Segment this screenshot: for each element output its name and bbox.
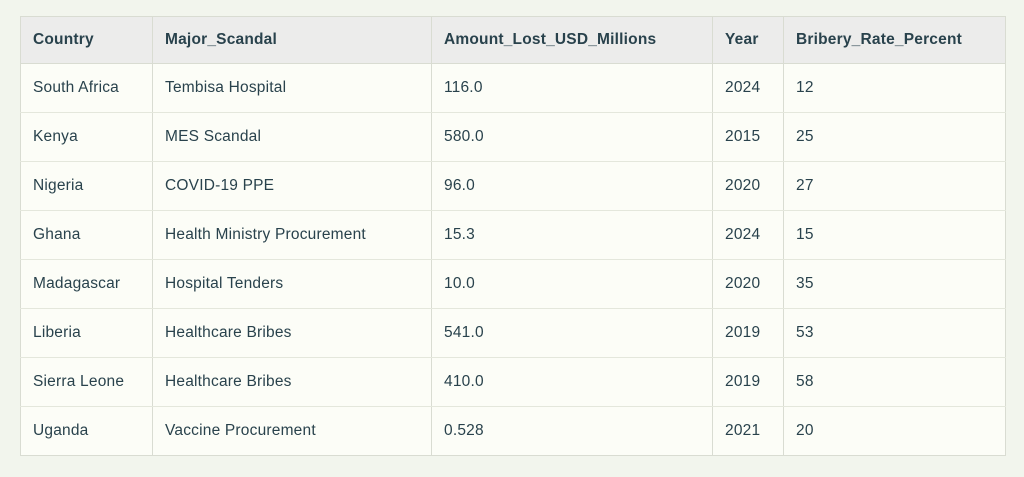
column-header-amount-lost-usd-millions: Amount_Lost_USD_Millions [431,16,713,64]
table-row: Uganda Vaccine Procurement 0.528 2021 20 [20,406,1006,456]
cell-amount-lost: 116.0 [431,63,713,113]
cell-country: Liberia [20,308,153,358]
cell-country: Sierra Leone [20,357,153,407]
table-row: Liberia Healthcare Bribes 541.0 2019 53 [20,308,1006,358]
cell-amount-lost: 10.0 [431,259,713,309]
table-row: Nigeria COVID-19 PPE 96.0 2020 27 [20,161,1006,211]
cell-bribery-rate: 35 [783,259,1006,309]
cell-amount-lost: 0.528 [431,406,713,456]
table-row: Sierra Leone Healthcare Bribes 410.0 201… [20,357,1006,407]
cell-major-scandal: Healthcare Bribes [152,308,432,358]
cell-year: 2021 [712,406,784,456]
cell-country: Kenya [20,112,153,162]
cell-amount-lost: 96.0 [431,161,713,211]
cell-amount-lost: 410.0 [431,357,713,407]
cell-year: 2024 [712,63,784,113]
table-row: South Africa Tembisa Hospital 116.0 2024… [20,63,1006,113]
column-header-country: Country [20,16,153,64]
cell-major-scandal: Healthcare Bribes [152,357,432,407]
cell-year: 2015 [712,112,784,162]
cell-country: South Africa [20,63,153,113]
cell-country: Ghana [20,210,153,260]
cell-country: Madagascar [20,259,153,309]
cell-major-scandal: Hospital Tenders [152,259,432,309]
cell-amount-lost: 580.0 [431,112,713,162]
cell-bribery-rate: 25 [783,112,1006,162]
table-row: Ghana Health Ministry Procurement 15.3 2… [20,210,1006,260]
cell-major-scandal: COVID-19 PPE [152,161,432,211]
cell-major-scandal: MES Scandal [152,112,432,162]
cell-amount-lost: 15.3 [431,210,713,260]
cell-bribery-rate: 20 [783,406,1006,456]
cell-country: Nigeria [20,161,153,211]
table-row: Kenya MES Scandal 580.0 2015 25 [20,112,1006,162]
cell-year: 2019 [712,308,784,358]
cell-major-scandal: Tembisa Hospital [152,63,432,113]
cell-bribery-rate: 53 [783,308,1006,358]
column-header-major-scandal: Major_Scandal [152,16,432,64]
cell-year: 2020 [712,259,784,309]
cell-bribery-rate: 58 [783,357,1006,407]
cell-major-scandal: Vaccine Procurement [152,406,432,456]
cell-year: 2024 [712,210,784,260]
scandal-data-table: Country Major_Scandal Amount_Lost_USD_Mi… [20,16,1006,456]
cell-year: 2019 [712,357,784,407]
table-row: Madagascar Hospital Tenders 10.0 2020 35 [20,259,1006,309]
table-header-row: Country Major_Scandal Amount_Lost_USD_Mi… [20,16,1006,64]
cell-country: Uganda [20,406,153,456]
cell-amount-lost: 541.0 [431,308,713,358]
cell-bribery-rate: 27 [783,161,1006,211]
column-header-year: Year [712,16,784,64]
cell-bribery-rate: 12 [783,63,1006,113]
cell-major-scandal: Health Ministry Procurement [152,210,432,260]
cell-year: 2020 [712,161,784,211]
column-header-bribery-rate-percent: Bribery_Rate_Percent [783,16,1006,64]
cell-bribery-rate: 15 [783,210,1006,260]
